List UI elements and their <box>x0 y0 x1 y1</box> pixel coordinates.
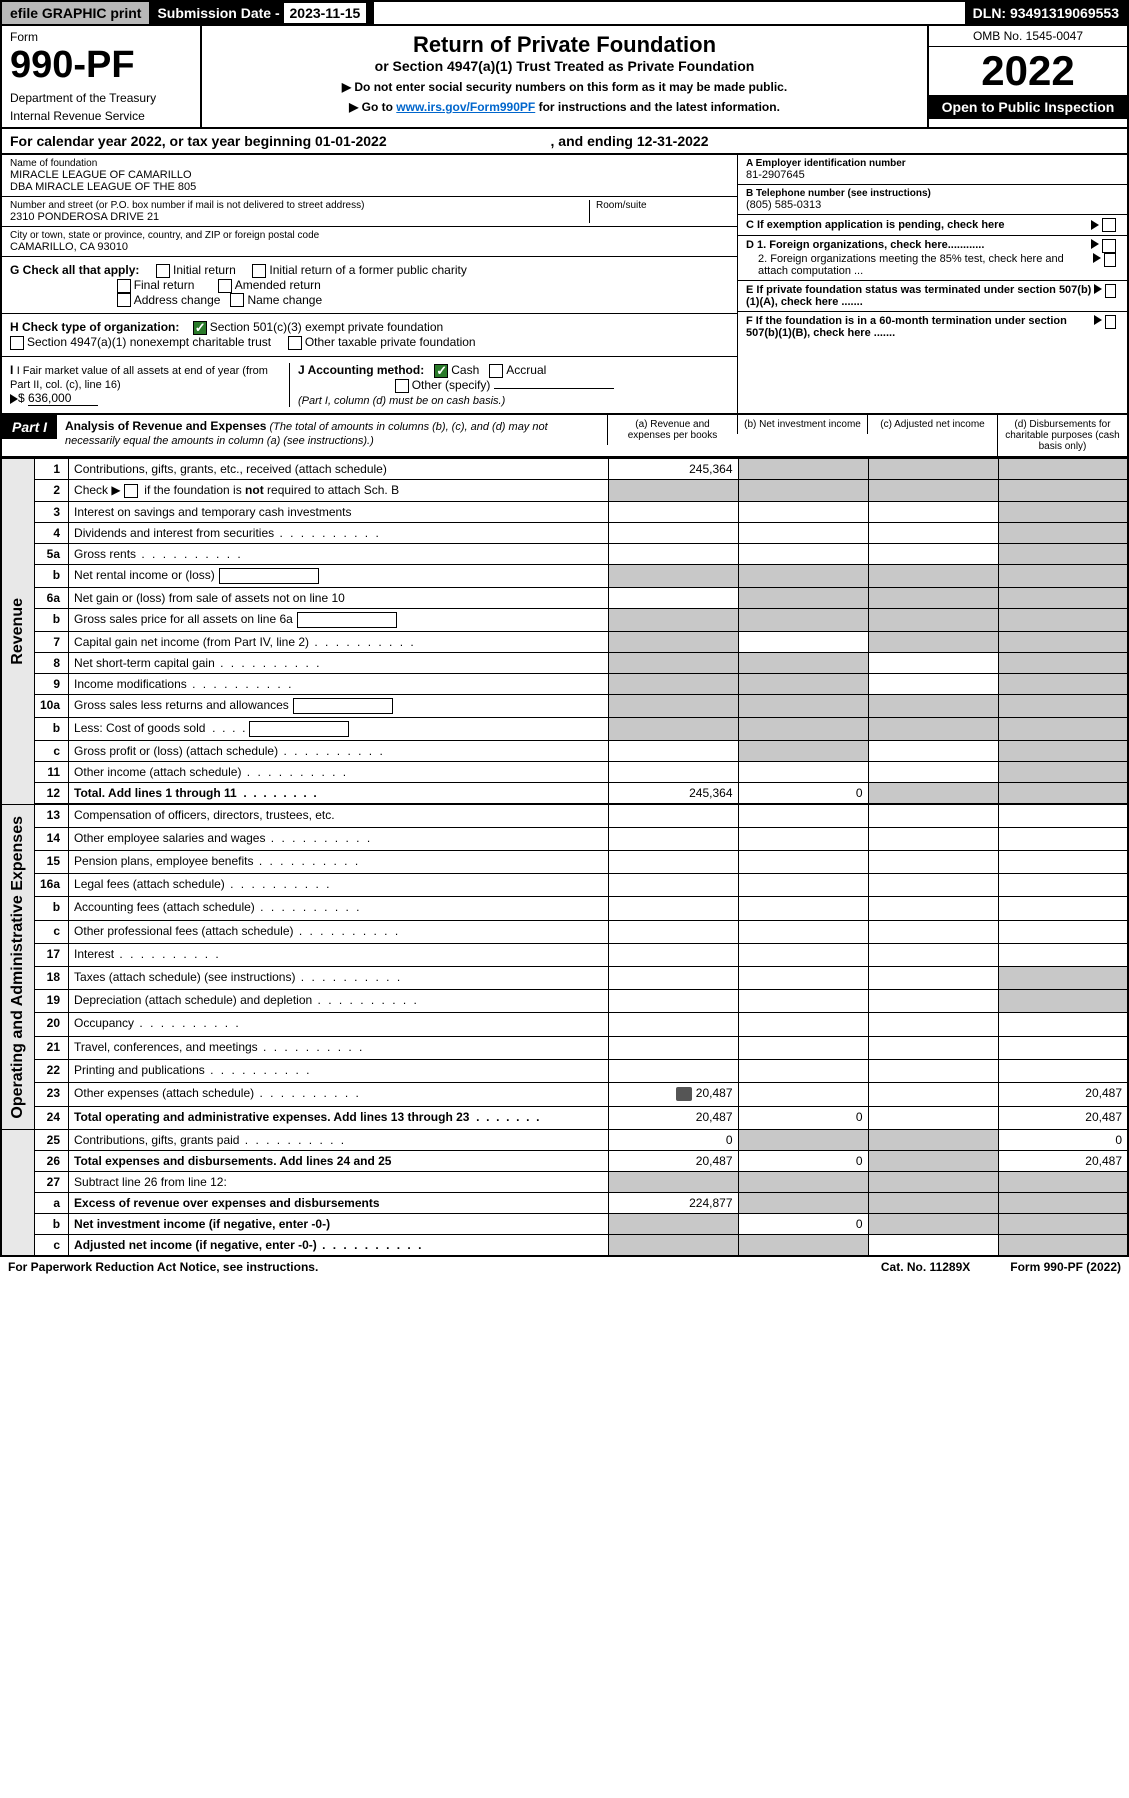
form-title: Return of Private Foundation <box>208 32 921 58</box>
checkbox-accrual[interactable] <box>489 364 503 378</box>
checkbox-other-method[interactable] <box>395 379 409 393</box>
col-c-header: (c) Adjusted net income <box>867 415 997 434</box>
checkbox-d1[interactable] <box>1102 239 1116 253</box>
checkbox-address-change[interactable] <box>117 293 131 307</box>
omb-number: OMB No. 1545-0047 <box>929 26 1127 47</box>
irs-label: Internal Revenue Service <box>10 109 192 123</box>
arrow-icon <box>1094 284 1102 294</box>
paperwork-notice: For Paperwork Reduction Act Notice, see … <box>8 1260 318 1274</box>
arrow-icon <box>10 394 18 404</box>
arrow-icon <box>1094 315 1102 325</box>
checkbox-other-taxable[interactable] <box>288 336 302 350</box>
tel-value: (805) 585-0313 <box>746 199 1119 211</box>
dept-treasury: Department of the Treasury <box>10 91 192 105</box>
tel-label: B Telephone number (see instructions) <box>746 188 1119 199</box>
foundation-name-2: DBA MIRACLE LEAGUE OF THE 805 <box>10 181 729 193</box>
col-d-header: (d) Disbursements for charitable purpose… <box>997 415 1127 456</box>
form-subtitle: or Section 4947(a)(1) Trust Treated as P… <box>208 58 921 74</box>
form-header: Form 990-PF Department of the Treasury I… <box>0 26 1129 129</box>
part-label: Part I <box>2 415 57 439</box>
tax-year: 2022 <box>929 47 1127 95</box>
name-label: Name of foundation <box>10 158 729 169</box>
checkbox-initial-former[interactable] <box>252 264 266 278</box>
checkbox-final-return[interactable] <box>117 279 131 293</box>
foundation-info: Name of foundation MIRACLE LEAGUE OF CAM… <box>0 155 1129 415</box>
form-label: Form <box>10 30 192 44</box>
city-label: City or town, state or province, country… <box>10 230 729 241</box>
checkbox-c[interactable] <box>1102 218 1116 232</box>
checkbox-amended-return[interactable] <box>218 279 232 293</box>
checkbox-e[interactable] <box>1105 284 1116 298</box>
checkbox-d2[interactable] <box>1104 253 1116 267</box>
part1-header: Part I Analysis of Revenue and Expenses … <box>0 415 1129 458</box>
city-state-zip: CAMARILLO, CA 93010 <box>10 241 729 253</box>
checkbox-4947[interactable] <box>10 336 24 350</box>
section-c-label: C If exemption application is pending, c… <box>746 219 1005 231</box>
irs-link[interactable]: www.irs.gov/Form990PF <box>396 100 535 114</box>
open-public: Open to Public Inspection <box>929 95 1127 119</box>
section-g: G Check all that apply: Initial return I… <box>2 257 737 314</box>
efile-label[interactable]: efile GRAPHIC print <box>2 2 149 24</box>
dln: DLN: 93491319069553 <box>965 2 1127 24</box>
ein-value: 81-2907645 <box>746 169 1119 181</box>
arrow-icon <box>1091 239 1099 249</box>
page-footer: For Paperwork Reduction Act Notice, see … <box>0 1257 1129 1277</box>
attachment-icon[interactable] <box>676 1087 692 1101</box>
form-ref: Form 990-PF (2022) <box>1010 1260 1121 1274</box>
street-address: 2310 PONDEROSA DRIVE 21 <box>10 211 589 223</box>
checkbox-501c3[interactable] <box>193 321 207 335</box>
checkbox-initial-return[interactable] <box>156 264 170 278</box>
checkbox-schb[interactable] <box>124 484 138 498</box>
part1-table: Revenue 1Contributions, gifts, grants, e… <box>0 458 1129 1257</box>
checkbox-name-change[interactable] <box>230 293 244 307</box>
fmv-value: 636,000 <box>28 391 98 406</box>
expenses-label: Operating and Administrative Expenses <box>7 808 29 1127</box>
addr-label: Number and street (or P.O. box number if… <box>10 200 589 211</box>
section-h: H Check type of organization: Section 50… <box>2 314 737 357</box>
arrow-icon <box>1091 220 1099 230</box>
submission-date-label: Submission Date - 2023-11-15 <box>149 2 374 24</box>
ein-label: A Employer identification number <box>746 158 1119 169</box>
goto-note: ▶ Go to www.irs.gov/Form990PF for instru… <box>208 100 921 114</box>
calendar-year-row: For calendar year 2022, or tax year begi… <box>0 129 1129 155</box>
room-label: Room/suite <box>596 200 729 211</box>
form-number: 990-PF <box>10 44 192 87</box>
arrow-icon <box>1093 253 1101 263</box>
checkbox-f[interactable] <box>1105 315 1116 329</box>
catalog-number: Cat. No. 11289X <box>881 1260 970 1274</box>
col-a-header: (a) Revenue and expenses per books <box>607 415 737 445</box>
revenue-label: Revenue <box>7 590 29 673</box>
col-b-header: (b) Net investment income <box>737 415 867 434</box>
ssn-warning: ▶ Do not enter social security numbers o… <box>208 80 921 94</box>
foundation-name-1: MIRACLE LEAGUE OF CAMARILLO <box>10 169 729 181</box>
section-ij: I I Fair market value of all assets at e… <box>2 357 737 413</box>
top-bar: efile GRAPHIC print Submission Date - 20… <box>0 0 1129 26</box>
checkbox-cash[interactable] <box>434 364 448 378</box>
